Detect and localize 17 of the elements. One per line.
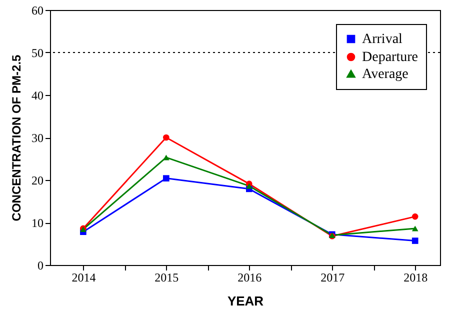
y-axis-title: CONCENTRATION OF PM-2.5 — [10, 54, 24, 222]
legend-label: Average — [362, 67, 408, 82]
y-tick-label: 60 — [32, 4, 44, 18]
x-tick-label: 2018 — [404, 270, 428, 284]
x-tick-label: 2014 — [72, 270, 96, 284]
x-axis-title: YEAR — [227, 294, 264, 308]
y-tick-label: 10 — [32, 216, 44, 230]
y-tick-label: 0 — [38, 258, 44, 272]
y-tick-label: 40 — [32, 88, 44, 102]
x-tick-label: 2015 — [154, 270, 179, 284]
y-tick-label: 50 — [32, 46, 44, 60]
y-tick-label: 20 — [32, 174, 44, 188]
legend-label: Arrival — [362, 32, 403, 47]
x-tick-label: 2017 — [320, 270, 345, 284]
x-tick-label: 2016 — [238, 270, 262, 284]
y-tick-label: 30 — [32, 131, 44, 145]
legend-label: Departure — [362, 50, 418, 65]
